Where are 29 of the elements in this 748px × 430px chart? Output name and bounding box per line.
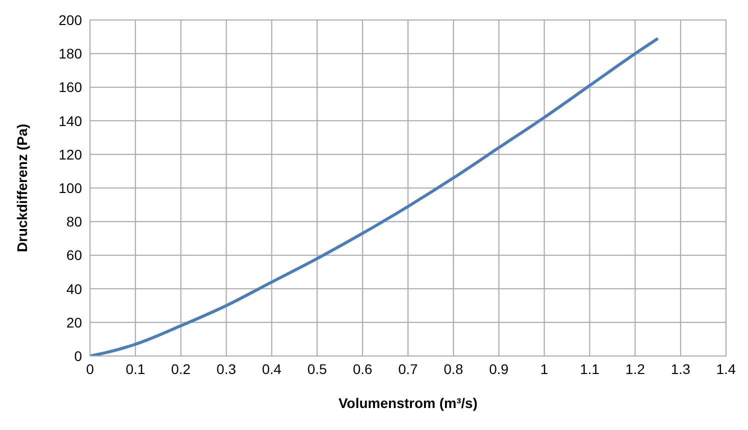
y-tick-label: 0 bbox=[74, 348, 82, 364]
x-tick-label: 0.4 bbox=[262, 360, 282, 377]
x-tick-label: 0.5 bbox=[307, 360, 328, 377]
y-tick-label: 120 bbox=[58, 146, 82, 162]
x-axis-title: Volumenstrom (m³/s) bbox=[338, 395, 478, 411]
y-tick-label: 80 bbox=[66, 214, 82, 230]
y-axis-title: Druckdifferenz (Pa) bbox=[14, 124, 30, 252]
x-tick-label: 0 bbox=[86, 360, 94, 377]
x-tick-label: 0.6 bbox=[352, 360, 373, 377]
y-tick-label: 40 bbox=[66, 280, 82, 297]
x-tick-label: 1.1 bbox=[580, 360, 600, 377]
x-tick-label: 1.3 bbox=[670, 360, 691, 377]
x-tick-label: 0.3 bbox=[216, 360, 236, 377]
y-tick-label: 200 bbox=[58, 12, 82, 28]
x-tick-label: 0.9 bbox=[489, 360, 509, 377]
x-tick-label: 0.1 bbox=[126, 360, 146, 377]
y-tick-label: 60 bbox=[66, 247, 82, 264]
y-tick-label: 140 bbox=[58, 112, 82, 129]
line-series bbox=[90, 36, 660, 356]
x-tick-label: 1.2 bbox=[625, 360, 646, 377]
x-tick-label: 0.8 bbox=[444, 360, 464, 377]
x-tick-label: 0.2 bbox=[171, 360, 191, 377]
x-tick-label: 0.7 bbox=[398, 360, 418, 377]
x-tick-label: 1.4 bbox=[716, 360, 736, 377]
x-tick-label: 1 bbox=[540, 360, 548, 377]
y-tick-label: 20 bbox=[66, 314, 82, 330]
y-tick-label: 160 bbox=[58, 79, 82, 96]
y-tick-label: 180 bbox=[58, 46, 82, 62]
y-tick-label: 100 bbox=[58, 180, 82, 196]
